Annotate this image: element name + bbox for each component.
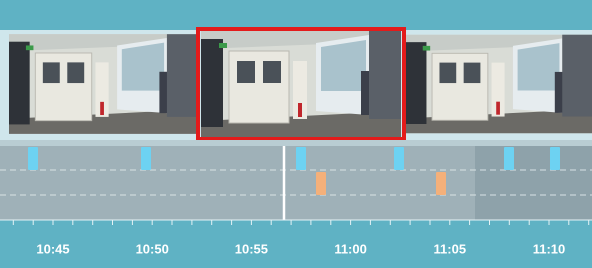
event-marker[interactable] — [436, 172, 446, 195]
page: 10:4510:5010:5511:0011:0511:10 (() => { … — [0, 0, 592, 268]
event-marker[interactable] — [394, 147, 404, 170]
event-marker[interactable] — [504, 147, 514, 170]
time-label: 10:50 — [136, 241, 169, 256]
ruler — [0, 220, 592, 268]
thumbnail[interactable] — [201, 31, 401, 137]
separator — [0, 140, 592, 146]
time-label: 10:55 — [235, 241, 268, 256]
time-label: 11:10 — [533, 241, 566, 256]
thumbnail[interactable] — [9, 34, 197, 134]
time-label: 11:00 — [334, 241, 367, 256]
event-marker[interactable] — [550, 147, 560, 170]
thumbnail[interactable] — [406, 35, 592, 134]
time-label: 11:05 — [434, 241, 467, 256]
event-marker[interactable] — [296, 147, 306, 170]
top-bar — [0, 0, 592, 30]
timeline-view: 10:45 10:50 10:55 11:00 11:05 11:10 — [0, 0, 592, 268]
event-marker[interactable] — [316, 172, 326, 195]
event-marker[interactable] — [141, 147, 151, 170]
time-label: 10:45 — [36, 241, 69, 256]
event-marker[interactable] — [28, 147, 38, 170]
track-shade — [475, 146, 592, 220]
